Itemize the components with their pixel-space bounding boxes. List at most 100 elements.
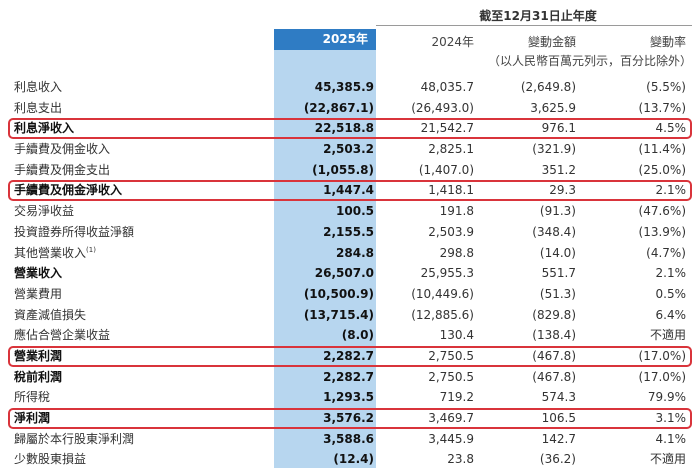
- value-2024: 2,750.5: [428, 348, 474, 363]
- value-2024: (12,885.6): [411, 307, 474, 322]
- value-2024: 130.4: [439, 328, 474, 343]
- value-change-rate: 不適用: [649, 328, 686, 343]
- value-change-rate: 4.5%: [655, 121, 687, 136]
- row-label: 交易淨收益: [14, 201, 74, 222]
- table-row: 資產減值損失 (13,715.4) (12,885.6) (829.8) 6.4%: [0, 305, 700, 326]
- value-2024: 719.2: [439, 390, 474, 405]
- value-2025: 100.5: [336, 204, 374, 219]
- value-change-rate: (17.0%): [638, 348, 686, 363]
- table-row: 應佔合營企業收益 (8.0) 130.4 (138.4) 不適用: [0, 325, 700, 346]
- value-change-rate: 4.1%: [655, 431, 687, 446]
- value-2025: 2,282.7: [323, 369, 374, 384]
- value-2025: (10,500.9): [303, 286, 374, 301]
- column-header-2025: 2025年: [274, 29, 376, 50]
- row-label-text: 手續費及佣金收入: [14, 142, 111, 157]
- column-header-change-rate: 變動率: [649, 35, 686, 49]
- row-label-text: 少數股東損益: [14, 452, 87, 467]
- value-2024: 3,445.9: [428, 431, 474, 446]
- table-row: 所得稅 1,293.5 719.2 574.3 79.9%: [0, 387, 700, 408]
- row-label-text: 利息收入: [14, 80, 63, 94]
- value-change-rate: 2.1%: [655, 266, 687, 281]
- value-2025: (22,867.1): [303, 100, 374, 115]
- value-2025: 45,385.9: [314, 80, 374, 94]
- value-2025: (12.4): [333, 452, 374, 467]
- row-label: 稅前利潤: [14, 367, 62, 388]
- row-label-text: 歸屬於本行股東淨利潤: [14, 431, 135, 446]
- column-header-2024: 2024年: [431, 35, 474, 49]
- value-change-amount: 106.5: [541, 411, 576, 425]
- value-change-amount: 574.3: [541, 390, 576, 405]
- table-row: 營業收入 26,507.0 25,955.3 551.7 2.1%: [0, 263, 700, 284]
- table-row: 手續費及佣金收入 2,503.2 2,825.1 (321.9) (11.4%): [0, 139, 700, 160]
- table-row: 手續費及佣金支出 (1,055.8) (1,407.0) 351.2 (25.0%): [0, 160, 700, 181]
- row-label: 投資證券所得收益淨額: [14, 222, 134, 243]
- header-rule: [376, 25, 692, 26]
- row-label: 手續費及佣金淨收入: [14, 180, 122, 201]
- value-change-rate: (47.6%): [638, 204, 686, 219]
- column-header-change-amount: 變動金額: [527, 35, 576, 49]
- value-2025: 2,155.5: [323, 224, 374, 239]
- value-change-rate: 不適用: [649, 452, 686, 467]
- footnote-marker: (1): [86, 245, 96, 254]
- table-body: 利息收入 45,385.9 48,035.7 (2,649.8) (5.5%) 利息支出 (…: [0, 77, 700, 470]
- row-label: 手續費及佣金支出: [14, 160, 110, 181]
- row-label-text: 稅前利潤: [14, 369, 63, 384]
- row-label-text: 交易淨收益: [14, 204, 75, 219]
- row-label-text: 手續費及佣金支出: [14, 162, 111, 177]
- value-2025: 3,588.6: [323, 431, 374, 446]
- row-label-text: 資產減值損失: [14, 307, 87, 322]
- value-2025: (13,715.4): [303, 307, 374, 322]
- value-change-amount: 551.7: [541, 266, 576, 281]
- value-change-amount: 142.7: [541, 431, 576, 446]
- row-label: 其他營業收入(1): [14, 243, 96, 264]
- value-2025: 22,518.8: [314, 121, 374, 136]
- value-2025: (8.0): [341, 328, 374, 343]
- table-row: 稅前利潤 2,282.7 2,750.5 (467.8) (17.0%): [0, 367, 700, 388]
- value-change-amount: 976.1: [541, 121, 576, 136]
- value-change-rate: (5.5%): [646, 80, 686, 94]
- value-change-amount: (321.9): [532, 142, 576, 157]
- row-label: 營業利潤: [14, 346, 62, 367]
- value-change-rate: 79.9%: [647, 390, 686, 405]
- value-2024: 25,955.3: [420, 266, 474, 281]
- row-label: 利息淨收入: [14, 118, 74, 139]
- value-2024: 298.8: [439, 245, 474, 260]
- value-change-amount: (138.4): [532, 328, 576, 343]
- value-change-rate: (13.7%): [638, 100, 686, 115]
- row-label-text: 其他營業收入: [14, 245, 87, 260]
- table-row: 其他營業收入(1) 284.8 298.8 (14.0) (4.7%): [0, 243, 700, 264]
- row-label-text: 所得稅: [14, 390, 51, 405]
- value-change-rate: (11.4%): [638, 142, 686, 157]
- value-change-amount: (467.8): [532, 348, 576, 363]
- value-change-rate: (17.0%): [638, 369, 686, 384]
- value-2024: (26,493.0): [411, 100, 474, 115]
- value-2024: (10,449.6): [411, 286, 474, 301]
- value-change-amount: (91.3): [539, 204, 576, 219]
- value-2024: (1,407.0): [418, 162, 474, 177]
- row-label-text: 營業費用: [14, 286, 63, 301]
- row-label-text: 利息淨收入: [14, 121, 75, 136]
- row-label: 淨利潤: [14, 408, 50, 429]
- row-label: 手續費及佣金收入: [14, 139, 110, 160]
- table-row: 營業費用 (10,500.9) (10,449.6) (51.3) 0.5%: [0, 284, 700, 305]
- unit-note: （以人民幣百萬元列示，百分比除外）: [487, 54, 692, 68]
- value-change-rate: (13.9%): [638, 224, 686, 239]
- row-label: 少數股東損益: [14, 449, 86, 470]
- value-2024: 3,469.7: [428, 411, 474, 425]
- value-2025: 1,447.4: [323, 183, 374, 198]
- value-change-amount: (14.0): [539, 245, 576, 260]
- table-row: 歸屬於本行股東淨利潤 3,588.6 3,445.9 142.7 4.1%: [0, 429, 700, 450]
- value-2025: 2,282.7: [323, 348, 374, 363]
- table-row: 投資證券所得收益淨額 2,155.5 2,503.9 (348.4) (13.9%): [0, 222, 700, 243]
- value-change-rate: (25.0%): [638, 162, 686, 177]
- value-change-amount: (829.8): [532, 307, 576, 322]
- value-change-rate: 6.4%: [655, 307, 687, 322]
- value-change-amount: (36.2): [539, 452, 576, 467]
- value-change-amount: (2,649.8): [520, 80, 576, 94]
- value-change-rate: (4.7%): [646, 245, 686, 260]
- value-2024: 1,418.1: [428, 183, 474, 198]
- row-label-text: 淨利潤: [14, 411, 51, 425]
- row-label: 應佔合營企業收益: [14, 325, 110, 346]
- row-label-text: 手續費及佣金淨收入: [14, 183, 123, 198]
- value-2025: 2,503.2: [323, 142, 374, 157]
